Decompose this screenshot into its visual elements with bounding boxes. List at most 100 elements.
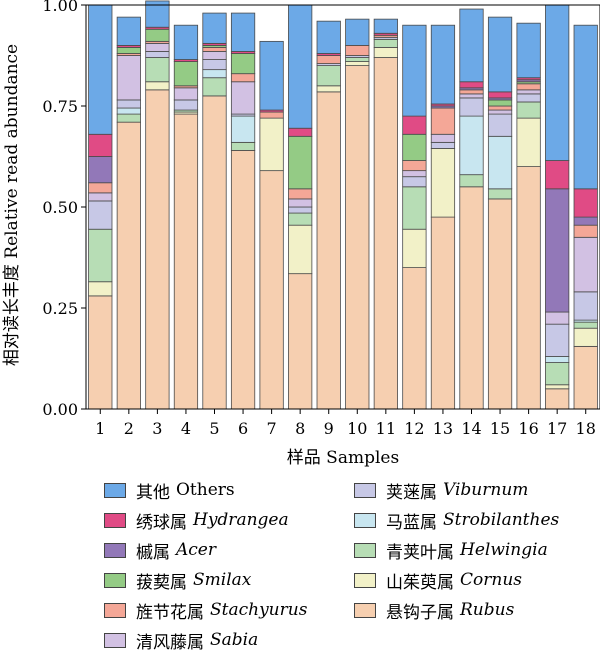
bar-segment-viburnum-sample-2 <box>116 99 141 109</box>
bar-segment-cornus-sample-13 <box>430 148 456 218</box>
bar-segment-hydrangea-sample-18 <box>573 188 598 218</box>
legend-label-chinese: 其他 <box>136 482 170 503</box>
bar-segment-helwingia-sample-15 <box>487 188 513 200</box>
bar-segment-helwingia-sample-16 <box>516 101 541 119</box>
bar-segment-rubus-sample-13 <box>430 216 456 410</box>
bar-segment-sabia-sample-17 <box>545 311 570 325</box>
bar-segment-sabia-sample-12 <box>402 170 427 178</box>
y-axis: 0.00 0.25 0.50 0.75 1.00 <box>42 0 86 419</box>
bar-segment-others-sample-8 <box>288 4 313 129</box>
bar-segment-stachyurus-sample-8 <box>288 188 313 200</box>
bar-segment-others-sample-12 <box>402 24 427 117</box>
x-tick-label: 13 <box>433 419 453 438</box>
bar-segment-strobilanthes-sample-17 <box>545 356 570 363</box>
legend-item-cornus: 山茱萸属 Cornus <box>354 568 522 593</box>
bar-segment-rubus-sample-1 <box>88 295 113 410</box>
legend-label-chinese: 槭属 <box>136 542 170 563</box>
bar-segment-stachyurus-sample-15 <box>487 105 513 111</box>
y-axis-title: 相对读长丰度 Relative read abundance <box>2 44 22 366</box>
bar-segment-rubus-sample-15 <box>487 198 513 410</box>
bar-segment-sabia-sample-1 <box>88 192 113 202</box>
legend-label-chinese: 绣球属 <box>136 512 187 533</box>
legend-item-strobilanthes: 马蓝属 Strobilanthes <box>354 508 560 533</box>
bar-segment-sabia-sample-15 <box>487 109 513 115</box>
bar-segment-helwingia-sample-3 <box>145 57 170 83</box>
legend-item-helwingia: 青荚叶属 Helwingia <box>354 538 548 563</box>
bar-segment-hydrangea-sample-14 <box>459 81 484 89</box>
bar-segment-acer-sample-17 <box>545 188 570 313</box>
bar-segment-viburnum-sample-16 <box>516 93 541 103</box>
bar-segment-sabia-sample-5 <box>202 51 227 60</box>
legend-item-acer: 槭属 Acer <box>104 538 216 563</box>
bar-segment-cornus-sample-9 <box>316 85 341 93</box>
legend-swatch <box>104 512 126 528</box>
bar-segment-stachyurus-sample-1 <box>88 182 113 194</box>
bar-segment-others-sample-15 <box>487 16 513 93</box>
bar-segment-hydrangea-sample-1 <box>88 133 113 157</box>
legend-label-latin: Hydrangea <box>193 510 289 530</box>
bar-segment-smilax-sample-4 <box>173 61 199 87</box>
bar-segment-smilax-sample-8 <box>288 135 313 190</box>
bar-segment-rubus-sample-6 <box>230 150 256 410</box>
bar-segment-stachyurus-sample-7 <box>259 111 284 119</box>
legend-item-viburnum: 荚蒾属 Viburnum <box>354 478 528 503</box>
bar-segment-stachyurus-sample-18 <box>573 224 598 238</box>
legend-label-latin: Stachyurus <box>210 600 308 620</box>
x-axis-title: 样品 Samples <box>287 448 399 468</box>
bar-segment-others-sample-6 <box>230 12 256 52</box>
legend-swatch <box>354 542 376 558</box>
bar-segment-stachyurus-sample-5 <box>202 47 227 52</box>
legend: 其他 Others 荚蒾属 Viburnum 绣球属 Hydrangea 马蓝属 Strobi… <box>104 478 584 653</box>
legend-swatch <box>354 602 376 618</box>
bar-segment-others-sample-10 <box>345 18 370 46</box>
bar-segment-cornus-sample-8 <box>288 224 313 275</box>
bar-segment-rubus-sample-5 <box>202 95 227 410</box>
bar-segment-sabia-sample-4 <box>173 87 199 101</box>
x-tick-label: 9 <box>324 419 334 438</box>
legend-label-latin: Helwingia <box>460 540 548 560</box>
legend-label-latin: Strobilanthes <box>443 510 560 530</box>
legend-item-stachyurus: 旌节花属 Stachyurus <box>104 598 308 623</box>
bar-segment-strobilanthes-sample-2 <box>116 107 141 115</box>
bar-segment-strobilanthes-sample-5 <box>202 69 227 79</box>
bar-segment-viburnum-sample-1 <box>88 200 113 230</box>
legend-item-others: 其他 Others <box>104 478 235 503</box>
bar-segment-rubus-sample-16 <box>516 166 541 410</box>
bar-segment-helwingia-sample-14 <box>459 174 484 188</box>
bar-segment-rubus-sample-10 <box>345 65 370 410</box>
bar-segment-others-sample-4 <box>173 24 199 60</box>
bar-segment-others-sample-11 <box>373 18 398 34</box>
x-tick-label: 5 <box>209 419 219 438</box>
bar-segment-helwingia-sample-9 <box>316 65 341 87</box>
bar-segment-sabia-sample-6 <box>230 81 256 115</box>
legend-swatch <box>104 572 126 588</box>
x-tick-label: 10 <box>347 419 367 438</box>
bar-segment-smilax-sample-12 <box>402 133 427 161</box>
y-tick-label: 0.00 <box>42 400 78 419</box>
legend-swatch <box>104 542 126 558</box>
legend-label-chinese: 青荚叶属 <box>386 542 454 563</box>
bar-segment-viburnum-sample-3 <box>145 51 170 58</box>
bar-segment-others-sample-18 <box>573 24 598 190</box>
bar-segment-viburnum-sample-4 <box>173 99 199 111</box>
bar-segment-sabia-sample-2 <box>116 55 141 101</box>
bar-segment-viburnum-sample-14 <box>459 97 484 117</box>
legend-label-chinese: 菝葜属 <box>136 572 187 593</box>
x-tick-label: 15 <box>490 419 510 438</box>
bar-segment-rubus-sample-4 <box>173 113 199 410</box>
bar-segment-others-sample-13 <box>430 24 456 105</box>
bar-segment-cornus-sample-3 <box>145 81 170 91</box>
bar-segment-sabia-sample-14 <box>459 93 484 99</box>
bar-segment-rubus-sample-3 <box>145 89 170 410</box>
bar-segment-helwingia-sample-1 <box>88 228 113 283</box>
bar-segment-rubus-sample-18 <box>573 345 598 410</box>
legend-label-latin: Rubus <box>460 600 515 620</box>
legend-item-rubus: 悬钩子属 Rubus <box>354 598 515 623</box>
bar-segment-others-sample-16 <box>516 22 541 79</box>
bar-segment-rubus-sample-9 <box>316 91 341 410</box>
x-tick-label: 11 <box>376 419 396 438</box>
legend-label-chinese: 旌节花属 <box>136 602 204 623</box>
bar-segment-rubus-sample-11 <box>373 57 398 410</box>
bar-segment-stachyurus-sample-13 <box>430 107 456 135</box>
x-tick-label: 6 <box>238 419 248 438</box>
